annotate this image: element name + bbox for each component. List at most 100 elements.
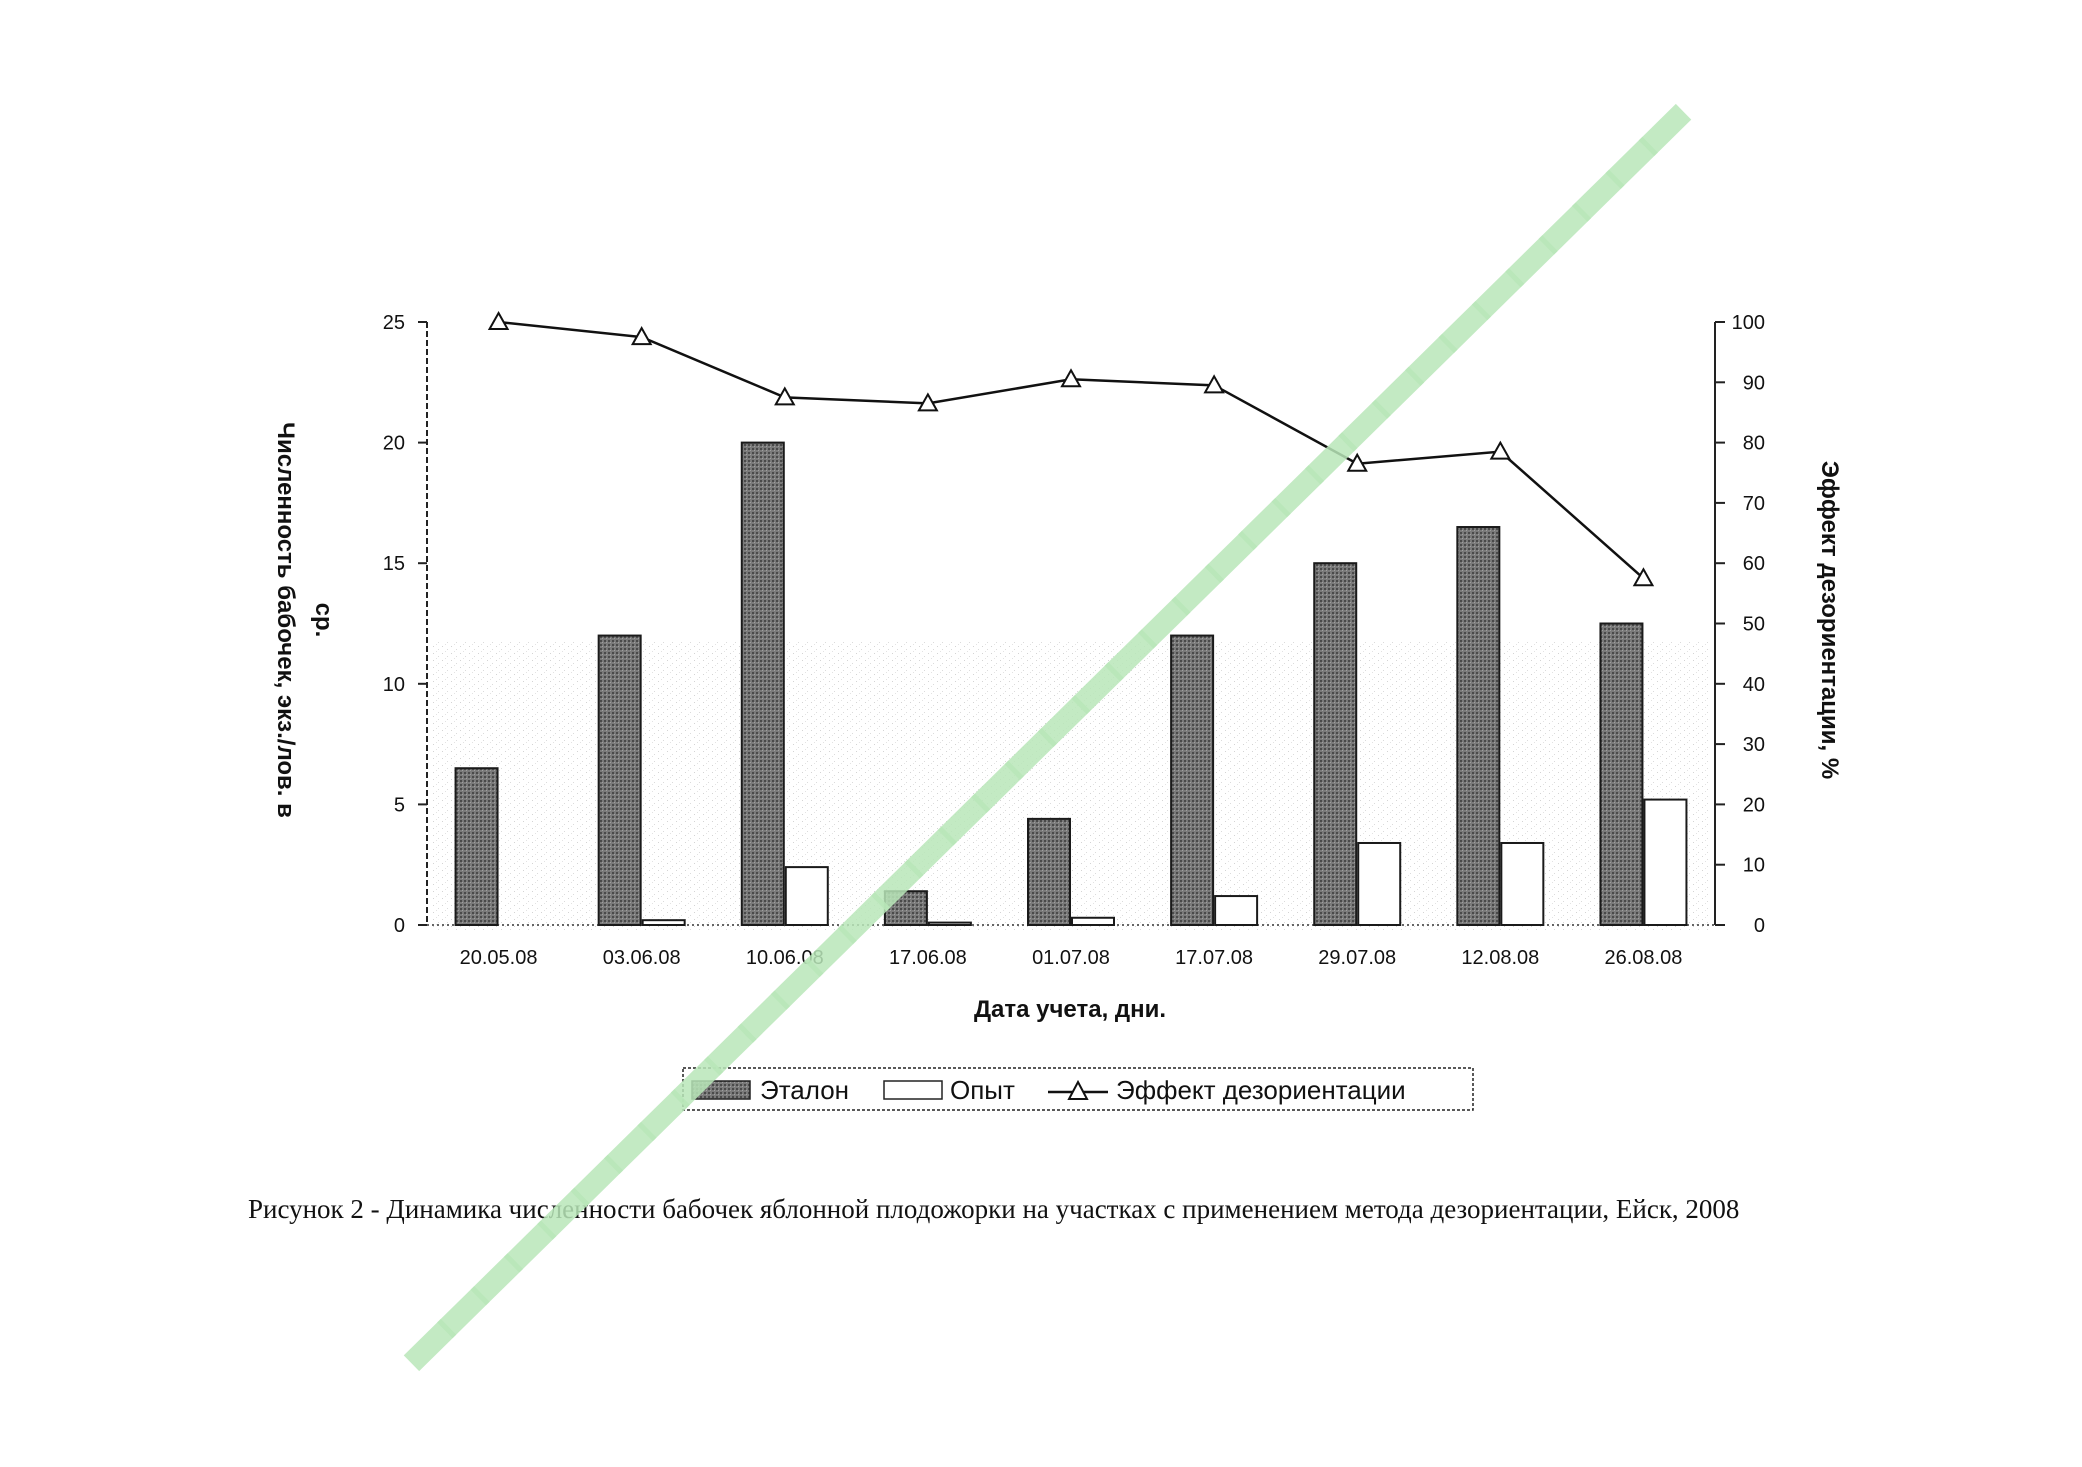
legend-label-etalon: Эталон (760, 1075, 849, 1105)
watermark-dash (1538, 202, 1592, 255)
effect-line (487, 310, 1655, 587)
bar-etalon (1313, 562, 1358, 926)
watermark-dash (1505, 235, 1558, 288)
y2-tick-label: 80 (1743, 433, 1765, 455)
watermark-dash (537, 1187, 590, 1240)
bar-opyt (1357, 841, 1402, 927)
watermark-dash (670, 1056, 724, 1109)
bars (454, 441, 1688, 927)
y-tick-label: 0 (394, 915, 405, 937)
effect-point-triangle (1060, 368, 1082, 388)
y2-tick-label: 10 (1743, 855, 1765, 877)
bar-etalon (1599, 622, 1644, 926)
watermark-dash (1638, 103, 1692, 157)
y-axis-title-line-2: ср. (310, 603, 337, 638)
effect-point-triangle (1346, 452, 1368, 472)
watermark-dash (704, 1023, 757, 1076)
watermark-dash (737, 990, 791, 1043)
effect-point-triangle (1632, 567, 1655, 587)
x-tick-label: 26.08.08 (1605, 947, 1683, 969)
watermark-dash (804, 924, 857, 978)
bar-etalon (454, 767, 499, 926)
watermark-dash (904, 826, 957, 879)
watermark-dash (1405, 333, 1458, 386)
bar-opyt (1643, 798, 1688, 926)
watermark-dash (1204, 530, 1258, 583)
bar-opyt (784, 866, 829, 926)
watermark-dash (1605, 136, 1658, 189)
watermark-dash (1338, 399, 1391, 452)
bar-etalon (1027, 817, 1071, 927)
watermark-dash (437, 1286, 490, 1339)
effect-point-triangle (1489, 440, 1512, 460)
watermark-dash (1104, 629, 1158, 682)
watermark-dash (1004, 727, 1058, 780)
watermark-dash (1271, 465, 1325, 518)
x-tick-label: 17.06.08 (889, 947, 967, 969)
y2-tick-label: 0 (1754, 915, 1765, 937)
effect-point-triangle (487, 310, 510, 330)
axes (418, 321, 1725, 926)
legend: Эталон Опыт Эффект дезориентации (682, 1067, 1474, 1111)
watermark-dash (503, 1220, 557, 1273)
watermark-dash (570, 1154, 624, 1207)
legend-label-effect: Эффект дезориентации (1116, 1075, 1406, 1105)
y2-axis-title: Эффект дезориентации, % (1816, 461, 1843, 779)
watermark-dash (1304, 432, 1358, 485)
effect-point-triangle (917, 392, 939, 412)
x-tick-label: 12.08.08 (1461, 947, 1539, 969)
watermark-dash (1171, 563, 1224, 616)
watermark-dash (637, 1089, 690, 1142)
effect-point-triangle (1203, 374, 1225, 394)
bar-opyt (927, 921, 972, 927)
watermark-dash (403, 1318, 457, 1372)
watermark-dash (1071, 662, 1124, 715)
bar-opyt (1071, 916, 1115, 926)
y2-tick-label: 60 (1743, 553, 1765, 575)
x-tick-label: 03.06.08 (603, 947, 681, 969)
bar-etalon (740, 441, 785, 926)
watermark (403, 103, 1692, 1372)
watermark-dash (1138, 596, 1191, 649)
bar-opyt (1500, 841, 1545, 927)
figure-caption: Рисунок 2 - Динамика численности бабочек… (248, 1194, 1739, 1224)
watermark-dash (770, 957, 824, 1010)
watermark-dash (837, 892, 891, 945)
watermark-dash (1371, 366, 1425, 419)
watermark-dash (937, 793, 991, 846)
y2-tick-label: 50 (1743, 614, 1765, 636)
watermark-dash (1571, 169, 1625, 222)
bar-etalon (1170, 634, 1215, 926)
y2-tick-label: 90 (1743, 372, 1765, 394)
watermark-dash (1438, 300, 1491, 354)
x-tick-label: 01.07.08 (1032, 947, 1110, 969)
y-tick-label: 20 (383, 433, 405, 455)
bar-opyt (1214, 895, 1259, 927)
y-axis-title: Численность бабочек, экз./лов. в ср. (272, 422, 337, 818)
y2-tick-label: 100 (1732, 312, 1765, 334)
y2-tick-label: 40 (1743, 674, 1765, 696)
y-tick-label: 25 (383, 312, 405, 334)
y-tick-label: 5 (394, 794, 405, 816)
watermark-dash (470, 1253, 524, 1306)
bar-opyt (641, 919, 686, 927)
watermark-dash (604, 1121, 657, 1175)
y-tick-label: 15 (383, 553, 405, 575)
x-tick-label: 17.07.08 (1175, 947, 1253, 969)
legend-swatch-opyt (883, 1080, 943, 1100)
watermark-dash (1037, 695, 1091, 748)
legend-label-opyt: Опыт (950, 1075, 1015, 1105)
bar-etalon (1456, 526, 1501, 927)
x-tick-label: 29.07.08 (1318, 947, 1396, 969)
effect-point-triangle (774, 386, 796, 406)
effect-point-triangle (630, 326, 653, 346)
watermark-dash (971, 760, 1024, 813)
y2-tick-label: 70 (1743, 493, 1765, 515)
y2-tick-label: 20 (1743, 794, 1765, 816)
tick-labels: 0 5 10 15 20 25 0 10 20 30 40 50 60 70 80 90 100 20.05.08… (383, 312, 1765, 969)
watermark-dash (1471, 268, 1525, 321)
watermark-dash (1238, 497, 1291, 551)
legend-swatch-triangle (1067, 1079, 1089, 1100)
bar-etalon (597, 634, 642, 926)
